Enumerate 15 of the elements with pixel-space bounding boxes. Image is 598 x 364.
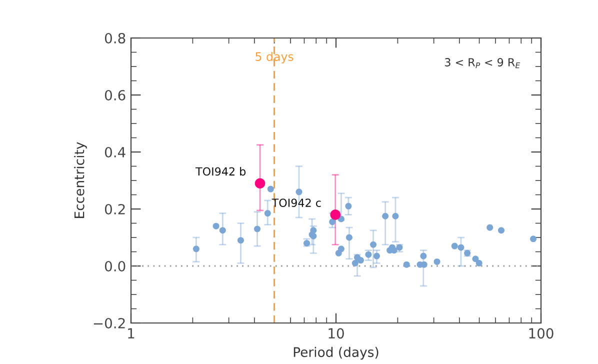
annotation: 3 < R$_{P}$ < 9 R$_{E}$ [445,58,520,68]
x-tick-label: 1 [128,328,134,338]
x-axis-title: Period (days) [294,346,378,360]
ref-line-label: 5 days [256,52,294,64]
y-tick-label: 0.4 [104,146,126,158]
annotation: TOI942 c [272,198,321,207]
y-tick-label: −0.2 [94,318,125,328]
y-tick-label: 0.6 [104,90,126,100]
annotation: TOI942 b [196,167,246,176]
y-tick-label: 0.2 [104,204,125,214]
y-axis-title: Eccentricity [74,142,87,218]
y-tick-label: 0.0 [104,260,126,272]
x-tick-label: 10 [328,328,344,339]
y-tick-label: 0.8 [104,32,126,44]
x-tick-label: 100 [529,328,554,339]
